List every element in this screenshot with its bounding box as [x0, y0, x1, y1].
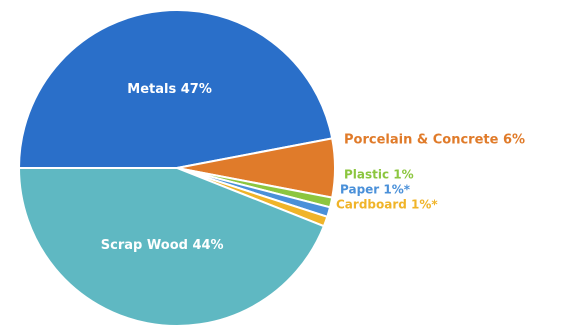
pie-label-scrap-wood-44: Scrap Wood 44% [101, 238, 224, 253]
pie-label-porcelain-concrete-6: Porcelain & Concrete 6% [344, 133, 525, 148]
pie-label-paper-1: Paper 1%* [340, 183, 411, 197]
pie-label-plastic-1: Plastic 1% [344, 168, 414, 182]
pie-slices [17, 9, 336, 327]
pie-label-cardboard-1: Cardboard 1%* [336, 198, 438, 212]
pie-label-metals-47: Metals 47% [127, 82, 212, 97]
pie-slice-metals-47 [17, 9, 334, 169]
pie-slice-scrap-wood-44 [17, 167, 326, 327]
pie-labels: Metals 47% Porcelain & Concrete 6% Plastic… [101, 82, 525, 253]
